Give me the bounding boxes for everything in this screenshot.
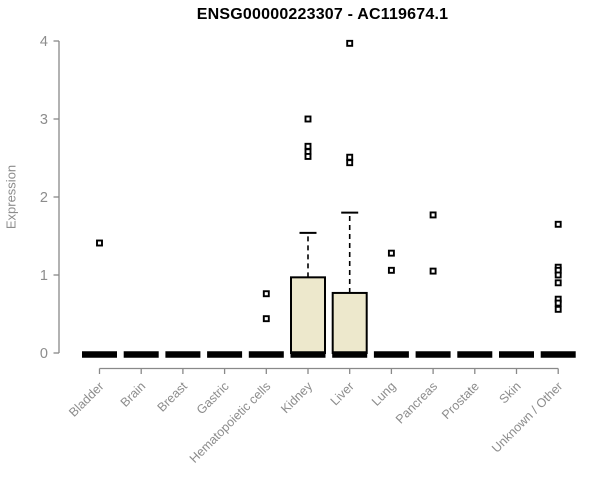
median-bar [457, 351, 493, 358]
outlier-point [429, 211, 437, 219]
median-bar [123, 351, 159, 358]
outlier-point [554, 271, 562, 279]
median-bar [415, 351, 451, 358]
outlier-point [96, 239, 103, 247]
x-tick-label: Hematopoietic cells [187, 379, 274, 466]
x-tick-label: Breast [155, 379, 191, 415]
x-tick-label: Unknown / Other [489, 379, 565, 455]
median-bar [248, 351, 284, 358]
x-tick-label: Bladder [66, 379, 106, 419]
y-tick-label: 0 [40, 346, 48, 362]
median-bar [290, 351, 326, 358]
outlier-point [554, 299, 562, 307]
outlier-point [346, 39, 354, 47]
y-tick-label: 2 [40, 190, 48, 206]
median-bar [499, 351, 534, 358]
x-tick-label: Pancreas [393, 379, 440, 426]
y-tick-label: 1 [40, 268, 48, 284]
median-bar [207, 351, 243, 358]
outlier-point [346, 159, 354, 167]
y-tick-label: 3 [40, 112, 48, 128]
y-tick-label: 4 [40, 34, 48, 50]
median-bar [332, 351, 368, 358]
outlier-point [304, 152, 312, 160]
x-tick-label: Lung [369, 379, 399, 409]
x-tick-label: Skin [497, 379, 524, 406]
outlier-point [346, 153, 354, 161]
chart-title: ENSG00000223307 - AC119674.1 [196, 6, 449, 23]
outlier-point [554, 305, 562, 313]
outlier-point [304, 142, 312, 150]
outlier-point [304, 115, 312, 123]
box-5 [290, 276, 326, 354]
outlier-point [387, 266, 395, 274]
x-tick-label: Prostate [439, 379, 482, 422]
x-tick-label: Brain [118, 379, 149, 410]
outlier-point [554, 220, 562, 228]
median-bar [540, 351, 576, 358]
median-bar [373, 351, 409, 358]
outlier-point [262, 290, 270, 298]
outlier-point [262, 315, 270, 323]
x-tick-label: Liver [328, 379, 357, 408]
outlier-point [554, 279, 562, 287]
box-6 [331, 291, 368, 355]
x-tick-label: Kidney [278, 379, 315, 416]
x-tick-label: Gastric [194, 379, 232, 417]
outlier-point [429, 267, 437, 275]
outlier-point [387, 249, 395, 257]
median-bar [165, 351, 201, 358]
median-bar [82, 351, 117, 358]
